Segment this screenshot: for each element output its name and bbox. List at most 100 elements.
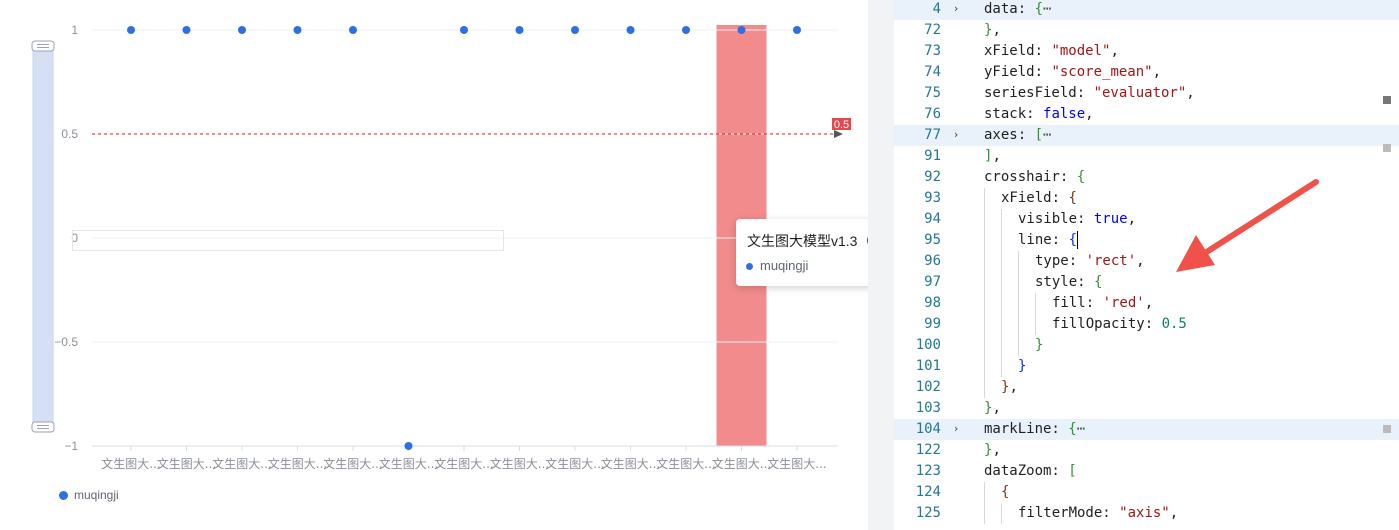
code-token: crosshair:: [984, 169, 1077, 185]
indent-guide: [1001, 503, 1002, 524]
code-text[interactable]: fillOpacity: 0.5: [1052, 314, 1187, 335]
x-tick-label: 文生图大...: [545, 456, 604, 471]
code-token: ,: [1009, 379, 1018, 395]
code-line[interactable]: 100}: [894, 335, 1399, 356]
code-line[interactable]: 125 filterMode: "axis",: [894, 503, 1399, 524]
code-text[interactable]: {: [1001, 482, 1009, 503]
line-number: 96: [924, 253, 941, 269]
code-text[interactable]: axes: [⋯: [984, 125, 1051, 146]
code-line[interactable]: 74 yField: "score_mean",: [894, 62, 1399, 83]
code-line[interactable]: 102},: [894, 377, 1399, 398]
code-text[interactable]: fill: 'red',: [1052, 293, 1153, 314]
pane-divider[interactable]: [868, 0, 894, 530]
scrollbar-marker[interactable]: [1383, 425, 1391, 433]
code-line[interactable]: 73 xField: "model",: [894, 41, 1399, 62]
code-line[interactable]: 72},: [894, 20, 1399, 41]
y-tick-label: 0.5: [61, 127, 78, 141]
code-text[interactable]: line: {: [1018, 230, 1077, 251]
code-token: }: [1035, 337, 1044, 353]
code-token: dataZoom:: [984, 463, 1069, 479]
code-text[interactable]: filterMode: "axis",: [1018, 503, 1178, 524]
code-token: ]: [984, 148, 993, 164]
scrollbar-marker[interactable]: [1383, 144, 1391, 152]
code-token: filterMode:: [1018, 505, 1120, 521]
code-line[interactable]: 104 › markLine: {⋯: [894, 419, 1399, 440]
code-token: 'rect': [1085, 253, 1137, 269]
code-text[interactable]: crosshair: {: [984, 167, 1085, 188]
code-line[interactable]: 4 › data: {⋯: [894, 0, 1399, 20]
code-token: visible:: [1018, 211, 1094, 227]
code-line[interactable]: 92 crosshair: {: [894, 167, 1399, 188]
line-number: 74: [924, 64, 941, 80]
line-number: 104: [915, 421, 941, 437]
code-line[interactable]: 124 {: [894, 482, 1399, 503]
x-tick-label: 文生图大...: [101, 456, 160, 471]
code-text[interactable]: type: 'rect',: [1035, 251, 1145, 272]
code-line[interactable]: 101}: [894, 356, 1399, 377]
code-text[interactable]: },: [984, 398, 1001, 419]
code-token: true: [1093, 211, 1128, 227]
chart-canvas[interactable]: 10.50−0.5−1文生图大...文生图大...文生图大...文生图大...文…: [0, 0, 868, 530]
code-token: {: [1001, 484, 1010, 500]
code-line[interactable]: 91],: [894, 146, 1399, 167]
code-token: {: [1068, 232, 1078, 248]
code-line[interactable]: 93 xField: {: [894, 188, 1399, 209]
code-text[interactable]: seriesField: "evaluator",: [984, 83, 1195, 104]
code-token: ⋯: [1043, 1, 1052, 17]
code-text[interactable]: }: [1018, 356, 1026, 377]
code-line[interactable]: 77 › axes: [⋯: [894, 125, 1399, 146]
code-text[interactable]: xField: {: [1001, 188, 1077, 209]
line-number: 94: [924, 211, 941, 227]
data-point: [793, 26, 801, 34]
code-token: "model": [1051, 43, 1111, 59]
code-text[interactable]: },: [984, 440, 1001, 461]
code-token: "score_mean": [1051, 64, 1153, 80]
indent-guide: [1018, 293, 1019, 314]
code-line[interactable]: 76 stack: false,: [894, 104, 1399, 125]
code-line[interactable]: 98 fill: 'red',: [894, 293, 1399, 314]
fold-chevron-icon[interactable]: ›: [952, 422, 960, 435]
text-caret: [1077, 231, 1078, 249]
data-point: [460, 26, 468, 34]
code-text[interactable]: dataZoom: [: [984, 461, 1077, 482]
code-line[interactable]: 94 visible: true,: [894, 209, 1399, 230]
code-line[interactable]: 103},: [894, 398, 1399, 419]
fold-chevron-icon[interactable]: ›: [952, 128, 960, 141]
data-point: [682, 26, 690, 34]
code-text[interactable]: },: [1001, 377, 1018, 398]
code-text[interactable]: }: [1035, 335, 1043, 356]
code-token: {: [1094, 274, 1103, 290]
x-tick-label: 文生图大...: [601, 456, 660, 471]
line-number: 125: [915, 505, 941, 521]
code-line[interactable]: 75 seriesField: "evaluator",: [894, 83, 1399, 104]
code-text[interactable]: data: {⋯: [984, 0, 1051, 20]
line-number: 98: [924, 295, 941, 311]
code-line[interactable]: 96 type: 'rect',: [894, 251, 1399, 272]
code-token: :: [1017, 1, 1035, 17]
code-text[interactable]: visible: true,: [1018, 209, 1136, 230]
indent-guide: [984, 314, 985, 335]
indent-guide: [1018, 314, 1019, 335]
x-tick-label: 文生图大...: [490, 456, 549, 471]
code-text[interactable]: yField: "score_mean",: [984, 62, 1161, 83]
line-number: 95: [924, 232, 941, 248]
legend-label[interactable]: muqingji: [74, 488, 119, 502]
code-text[interactable]: stack: false,: [984, 104, 1094, 125]
code-text[interactable]: xField: "model",: [984, 41, 1119, 62]
legend-dot[interactable]: [59, 491, 68, 500]
code-text[interactable]: style: {: [1035, 272, 1102, 293]
fold-chevron-icon[interactable]: ›: [952, 2, 960, 15]
code-editor[interactable]: 4 › data: {⋯ 72}, 73 xField: "model", 74 yField…: [894, 0, 1399, 530]
code-text[interactable]: },: [984, 20, 1001, 41]
code-line[interactable]: 123 dataZoom: [: [894, 461, 1399, 482]
code-text[interactable]: markLine: {⋯: [984, 419, 1085, 440]
scrollbar-marker[interactable]: [1383, 96, 1391, 104]
code-line[interactable]: 99 fillOpacity: 0.5: [894, 314, 1399, 335]
code-line[interactable]: 95 line: {: [894, 230, 1399, 251]
chart-panel: 1 0.5 0 −0.5 −1 文生图大... 文生图大... 文生图大... 文生图大... 文…: [0, 0, 868, 530]
data-point: [626, 26, 635, 34]
code-token: ,: [992, 442, 1001, 458]
code-line[interactable]: 122},: [894, 440, 1399, 461]
code-line[interactable]: 97 style: {: [894, 272, 1399, 293]
code-text[interactable]: ],: [984, 146, 1001, 167]
